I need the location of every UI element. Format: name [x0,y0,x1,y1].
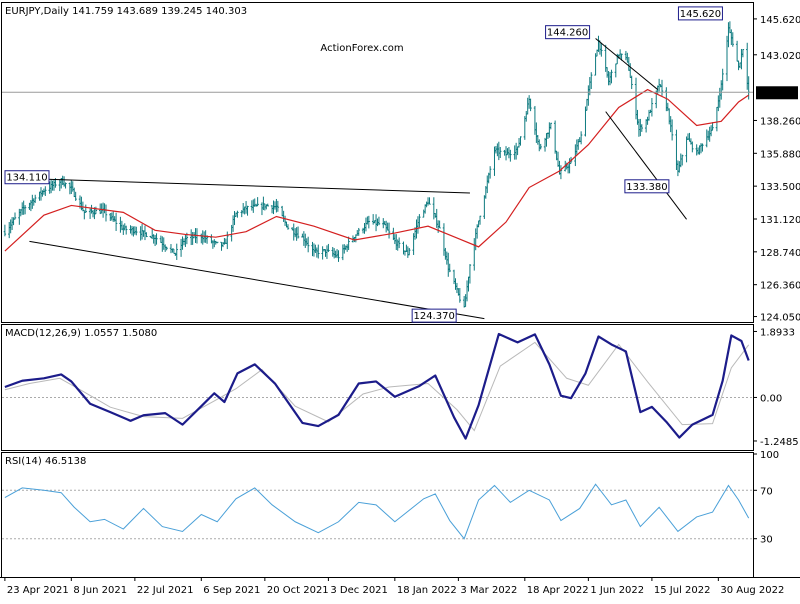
level-annotation-label: 144.260 [547,28,588,39]
y-tick-label: -1.2485 [760,437,799,448]
price-bars [3,21,750,308]
current-price-tag [756,86,798,100]
level-annotation-box [677,6,723,21]
y-tick-label: 135.880 [760,149,800,160]
x-tick-label: 1 Jun 2022 [590,585,644,596]
y-tick-label: 126.360 [760,281,800,292]
rsi-title: RSI(14) 46.5138 [5,456,86,467]
x-tick-label: 15 Jul 2022 [654,585,711,596]
macd-title: MACD(12,26,9) 1.0557 1.5080 [5,328,157,339]
x-tick-label: 3 Dec 2021 [330,585,388,596]
level-annotation-label: 134.110 [6,173,47,184]
y-tick-label: 100 [760,450,779,461]
level-annotation-label: 145.620 [680,9,721,20]
x-tick-label: 22 Jul 2021 [137,585,194,596]
x-tick-label: 6 Sep 2021 [203,585,260,596]
trendline-3 [595,38,658,90]
x-tick-label: 30 Aug 2022 [720,585,784,596]
pane-frame-main [1,2,754,323]
level-annotation-label: 133.380 [626,182,667,193]
x-tick-label: 18 Apr 2022 [527,585,589,596]
x-tick-label: 3 Mar 2022 [460,585,517,596]
x-tick-label: 8 Jun 2021 [73,585,127,596]
x-tick-label: 18 Jan 2022 [397,585,457,596]
current-price-tag-label: 140.303 [756,88,797,99]
moving-average-line [4,88,750,252]
y-tick-label: 128.740 [760,248,800,259]
y-tick-label: 131.120 [760,215,800,226]
level-annotation-label: 124.370 [413,311,454,322]
y-tick-label: 133.500 [760,182,800,193]
y-tick-label: 138.260 [760,116,800,127]
x-tick-label: 23 Apr 2021 [7,585,69,596]
y-tick-label: 145.620 [760,15,800,26]
x-axis: 23 Apr 2021 8 Jun 2021 22 Jul 2021 6 Sep 20… [4,577,784,596]
chart-symbol-label: EURJPY,Daily 141.759 143.689 139.245 140… [5,6,247,17]
macd-line [4,332,750,440]
y-tick-label: 70 [760,486,773,497]
rsi-y-axis: 100 70 30 [753,450,779,546]
y-tick-label: 124.050 [760,313,800,324]
y-tick-label: 0.00 [760,393,782,404]
level-annotation-box [411,308,457,323]
level-annotation-box [545,25,591,40]
y-tick-label: 143.020 [760,51,800,62]
trendline-4 [605,111,687,220]
y-tick-label: 1.8933 [760,327,795,338]
x-tick-label: 20 Oct 2021 [267,585,329,596]
pane-frame-macd [1,324,754,451]
trendline-1 [4,177,470,194]
y-tick-label: 30 [760,535,773,546]
rsi-line [4,483,750,540]
main-y-axis: 145.620 143.020 138.260 135.880 133.500 131.1… [753,15,800,324]
trendline-2 [29,240,485,320]
macd-y-axis: 1.8933 0.00 -1.2485 [753,327,799,448]
watermark: ActionForex.com [320,43,403,54]
level-annotation-box [4,170,50,185]
macd-signal-line [4,341,750,432]
level-annotation-box [624,179,670,194]
